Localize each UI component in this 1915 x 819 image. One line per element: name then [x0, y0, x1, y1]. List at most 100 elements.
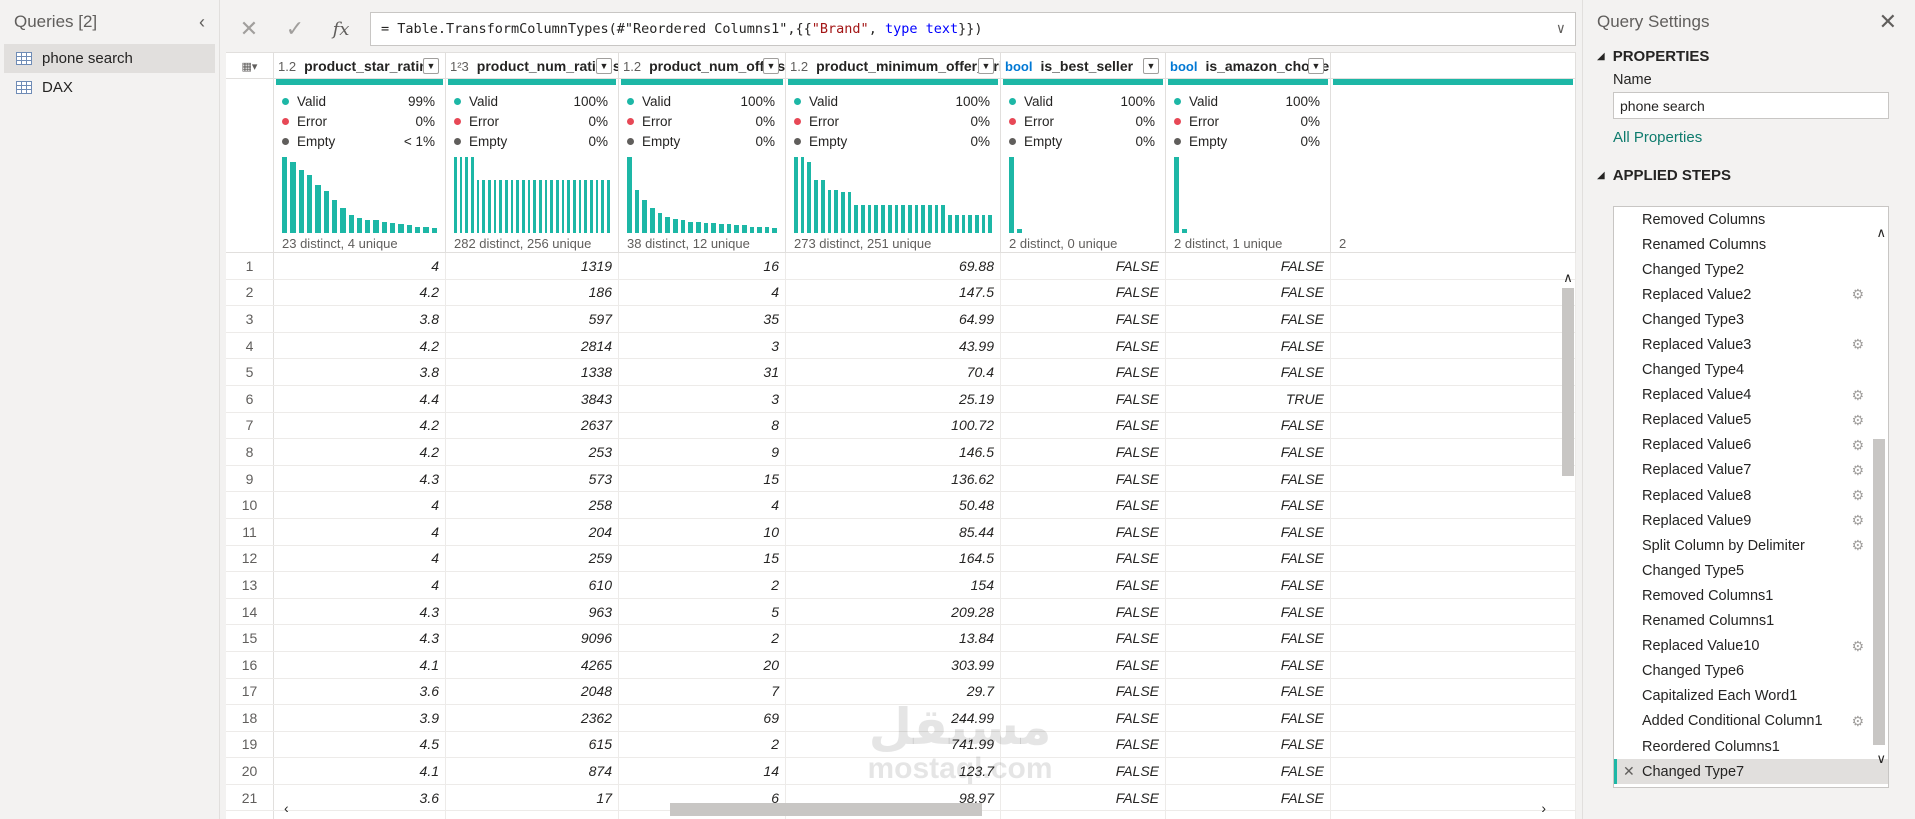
histogram-bar[interactable] [516, 179, 520, 233]
table-cell[interactable] [1331, 625, 1576, 651]
histogram-bar[interactable] [1009, 157, 1014, 233]
table-cell[interactable]: 3 [619, 332, 786, 359]
histogram-bar[interactable] [800, 157, 805, 233]
table-cell[interactable]: 4.3 [274, 625, 446, 651]
table-row[interactable]: 15 4.3 9096 2 13.84 FALSE FALSE [226, 625, 1576, 652]
gear-icon[interactable]: ⚙ [1851, 411, 1864, 428]
gear-icon[interactable]: ⚙ [1851, 336, 1864, 353]
table-cell[interactable]: 4.5 [274, 731, 446, 758]
histogram-bar[interactable] [634, 189, 640, 233]
table-row[interactable]: 6 4.4 3843 3 25.19 FALSE TRUE [226, 385, 1576, 413]
histogram-bar[interactable] [390, 222, 396, 233]
applied-step[interactable]: Replaced Value6 ⚙ [1642, 436, 1864, 454]
table-cell[interactable]: FALSE [1166, 253, 1331, 279]
row-number[interactable]: 21 [226, 784, 274, 811]
number-type-icon[interactable]: 1.2 [790, 58, 809, 74]
histogram-bar[interactable] [1182, 229, 1187, 233]
row-number[interactable]: 8 [226, 439, 274, 465]
histogram-bar[interactable] [680, 220, 686, 233]
table-row[interactable]: 10 4 258 4 50.48 FALSE FALSE [226, 492, 1576, 519]
histogram-bar[interactable] [415, 226, 421, 233]
table-cell[interactable] [274, 811, 446, 819]
histogram-bar[interactable] [365, 220, 371, 233]
row-number[interactable]: 1 [226, 253, 274, 279]
applied-step[interactable]: Renamed Columns1 [1642, 613, 1775, 630]
histogram-bar[interactable] [348, 215, 354, 233]
histogram-bar[interactable] [381, 221, 388, 233]
table-cell[interactable]: 136.62 [786, 465, 1001, 492]
row-number[interactable]: 5 [226, 359, 274, 385]
table-row[interactable]: 12 4 259 15 164.5 FALSE FALSE [226, 545, 1576, 573]
histogram-bar[interactable] [398, 224, 404, 233]
histogram-bar[interactable] [1017, 229, 1022, 233]
table-row[interactable]: 9 4.3 573 15 136.62 FALSE FALSE [226, 465, 1576, 493]
histogram-bar[interactable] [718, 224, 724, 233]
table-cell[interactable]: 16 [619, 253, 786, 279]
histogram-bar[interactable] [423, 226, 429, 233]
histogram-bar[interactable] [726, 224, 732, 233]
histogram-bar[interactable] [476, 179, 480, 233]
table-cell[interactable] [1331, 731, 1576, 758]
applied-step[interactable]: Replaced Value7 ⚙ [1642, 461, 1864, 479]
table-cell[interactable]: FALSE [1001, 279, 1166, 306]
table-cell[interactable]: FALSE [1166, 705, 1331, 731]
table-cell[interactable]: FALSE [1166, 758, 1331, 784]
table-cell[interactable] [1331, 253, 1576, 279]
table-cell[interactable]: 4.3 [274, 465, 446, 492]
expand-formula-icon[interactable]: ∨ [1556, 21, 1565, 37]
table-cell[interactable]: 69.88 [786, 253, 1001, 279]
number-type-icon[interactable]: 1²3 [450, 58, 469, 74]
applied-step[interactable]: Replaced Value4 ⚙ [1642, 386, 1864, 404]
close-icon[interactable]: ✕ [1878, 9, 1897, 34]
row-number[interactable]: 20 [226, 758, 274, 784]
table-cell[interactable]: 2362 [446, 705, 619, 731]
histogram-bar[interactable] [961, 215, 966, 233]
histogram-bar[interactable] [914, 205, 919, 233]
table-cell[interactable]: FALSE [1166, 731, 1331, 758]
table-cell[interactable]: 4 [274, 492, 446, 518]
table-cell[interactable]: 146.5 [786, 439, 1001, 465]
histogram-bar[interactable] [881, 205, 885, 233]
column-header-product-num-ratings[interactable]: 1²3 product_num_ratings ▼ [446, 53, 619, 79]
table-cell[interactable]: FALSE [1166, 279, 1331, 306]
histogram-bar[interactable] [772, 227, 778, 233]
table-cell[interactable] [1331, 492, 1576, 518]
table-row[interactable]: 3 3.8 597 35 64.99 FALSE FALSE [226, 306, 1576, 333]
table-cell[interactable]: 17 [446, 784, 619, 811]
histogram-bar[interactable] [601, 179, 605, 233]
histogram-bar[interactable] [794, 157, 798, 233]
table-cell[interactable]: 615 [446, 731, 619, 758]
gear-icon[interactable]: ⚙ [1851, 712, 1864, 729]
table-cell[interactable]: 2 [619, 731, 786, 758]
histogram-bar[interactable] [522, 179, 525, 233]
table-cell[interactable] [1331, 572, 1576, 598]
table-cell[interactable]: TRUE [1166, 385, 1331, 412]
histogram-bar[interactable] [340, 207, 346, 233]
histogram-bar[interactable] [595, 179, 599, 233]
applied-step[interactable]: Reordered Columns1 [1642, 738, 1780, 755]
column-header-is-best-seller[interactable]: bool is_best_seller ▼ [1001, 53, 1166, 79]
table-cell[interactable]: 4.1 [274, 651, 446, 678]
table-cell[interactable]: 10 [619, 518, 786, 545]
table-cell[interactable] [1331, 758, 1576, 784]
commit-formula-icon[interactable]: ✓ [285, 16, 305, 41]
applied-steps-section-title[interactable]: ◢ APPLIED STEPS [1597, 166, 1732, 184]
table-cell[interactable]: 100.72 [786, 412, 1001, 439]
histogram-bar[interactable] [482, 179, 486, 233]
table-cell[interactable]: FALSE [1166, 359, 1331, 385]
select-all-table-icon[interactable]: ▦▾ [226, 53, 274, 79]
table-cell[interactable]: FALSE [1001, 625, 1166, 651]
table-cell[interactable] [1331, 465, 1576, 492]
properties-section-title[interactable]: ◢ PROPERTIES [1597, 47, 1710, 65]
applied-step[interactable]: ✕ Changed Type7 [1614, 759, 1888, 785]
table-cell[interactable]: FALSE [1001, 412, 1166, 439]
table-cell[interactable]: 69 [619, 705, 786, 731]
table-cell[interactable] [1331, 359, 1576, 385]
table-cell[interactable]: 1338 [446, 359, 619, 385]
column-filter-dropdown-icon[interactable]: ▼ [763, 58, 779, 74]
histogram-bar[interactable] [968, 215, 972, 233]
table-cell[interactable]: 20 [619, 651, 786, 678]
table-cell[interactable]: FALSE [1001, 784, 1166, 811]
column-header-next[interactable] [1331, 53, 1576, 79]
table-cell[interactable]: 2 [619, 572, 786, 598]
